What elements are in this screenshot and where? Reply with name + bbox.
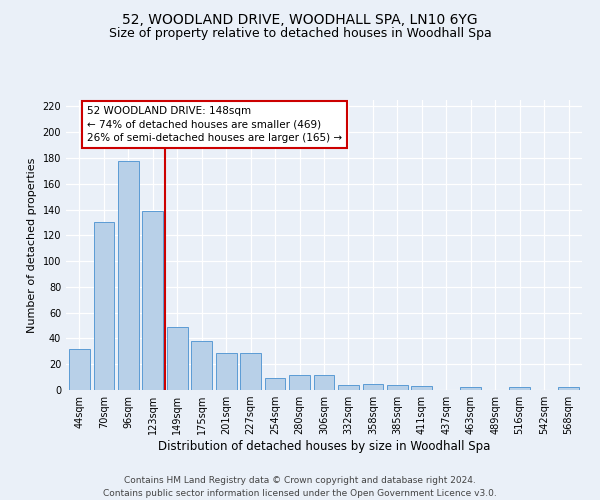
Bar: [167, 327, 188, 390]
Text: Size of property relative to detached houses in Woodhall Spa: Size of property relative to detached ho…: [109, 28, 491, 40]
Bar: [338, 385, 359, 390]
Bar: [314, 374, 334, 390]
Bar: [240, 352, 261, 390]
Bar: [94, 222, 114, 390]
Bar: [289, 374, 310, 390]
Text: Contains HM Land Registry data © Crown copyright and database right 2024.
Contai: Contains HM Land Registry data © Crown c…: [103, 476, 497, 498]
Bar: [191, 341, 212, 390]
Text: 52, WOODLAND DRIVE, WOODHALL SPA, LN10 6YG: 52, WOODLAND DRIVE, WOODHALL SPA, LN10 6…: [122, 12, 478, 26]
Text: 52 WOODLAND DRIVE: 148sqm
← 74% of detached houses are smaller (469)
26% of semi: 52 WOODLAND DRIVE: 148sqm ← 74% of detac…: [87, 106, 342, 143]
Bar: [460, 388, 481, 390]
Bar: [362, 384, 383, 390]
Bar: [118, 160, 139, 390]
Bar: [558, 388, 579, 390]
Bar: [412, 386, 432, 390]
Y-axis label: Number of detached properties: Number of detached properties: [27, 158, 37, 332]
X-axis label: Distribution of detached houses by size in Woodhall Spa: Distribution of detached houses by size …: [158, 440, 490, 453]
Bar: [142, 211, 163, 390]
Bar: [509, 388, 530, 390]
Bar: [69, 349, 90, 390]
Bar: [387, 385, 408, 390]
Bar: [216, 352, 236, 390]
Bar: [265, 378, 286, 390]
